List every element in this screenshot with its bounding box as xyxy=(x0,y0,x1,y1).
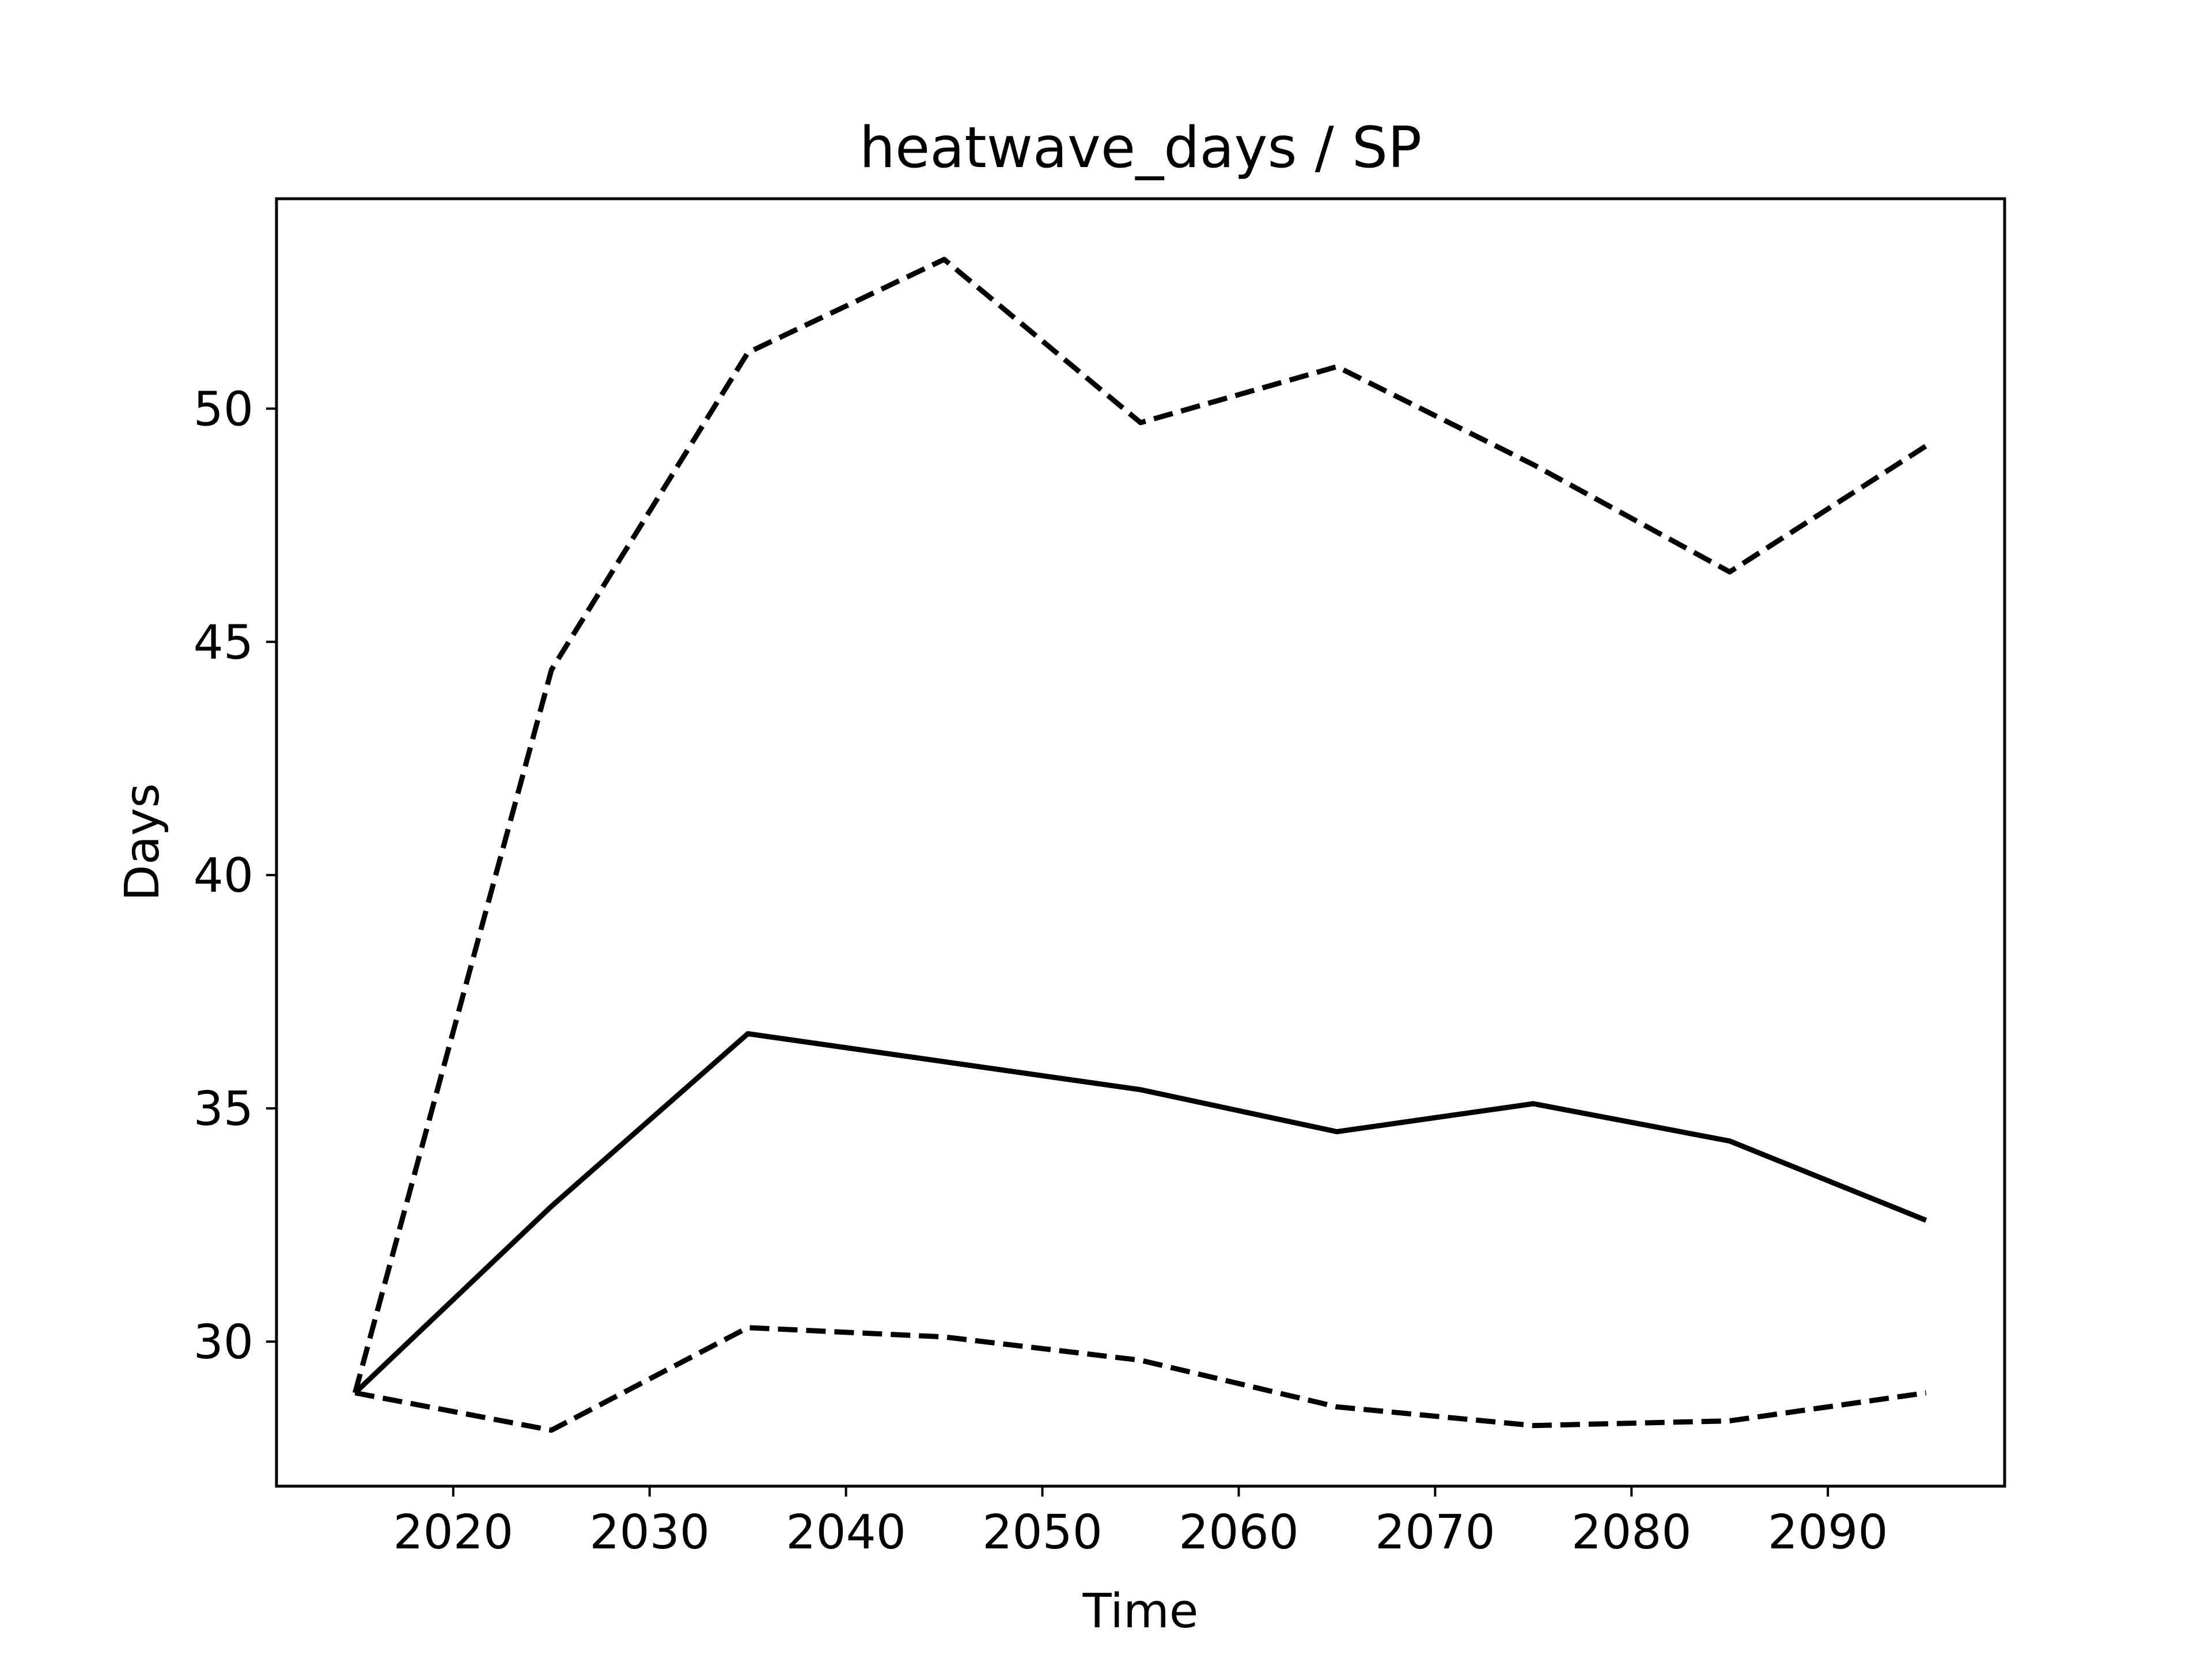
x-tick-label: 2060 xyxy=(1179,1505,1299,1560)
x-tick-label: 2090 xyxy=(1768,1505,1888,1560)
y-axis: 30 35 40 45 50 xyxy=(194,382,276,1370)
y-tick-label: 40 xyxy=(194,849,253,903)
x-tick-label: 2080 xyxy=(1571,1505,1692,1560)
x-tick-label: 2030 xyxy=(589,1505,710,1560)
y-tick-label: 30 xyxy=(194,1315,253,1370)
y-tick-label: 50 xyxy=(194,382,253,437)
x-tick-label: 2050 xyxy=(982,1505,1103,1560)
series-layer xyxy=(353,256,1928,1433)
y-tick-label: 45 xyxy=(194,615,253,670)
x-axis-label: Time xyxy=(1082,1584,1199,1639)
series-line-3-dashed xyxy=(354,1325,1927,1433)
y-tick-label: 35 xyxy=(194,1082,253,1137)
x-axis: 2020 2030 2040 2050 2060 2070 2080 2090 xyxy=(393,1486,1888,1560)
plot-area-frame xyxy=(275,197,2006,1488)
chart-title: heatwave_days / SP xyxy=(859,115,1422,181)
y-axis-label: Days xyxy=(115,783,170,902)
series-line-2-dashed xyxy=(353,256,1928,1394)
x-tick-label: 2040 xyxy=(786,1505,906,1560)
x-tick-label: 2020 xyxy=(393,1505,513,1560)
x-tick-label: 2070 xyxy=(1375,1505,1495,1560)
series-line-1-solid xyxy=(353,1031,1927,1395)
